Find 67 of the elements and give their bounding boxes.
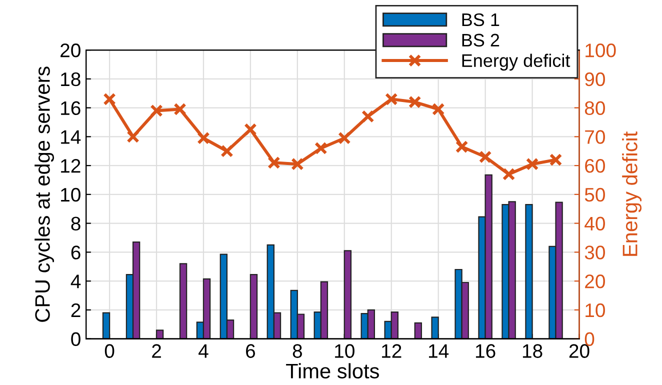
- y2-tick-label: 0: [584, 332, 594, 346]
- x-tick-label: 4: [198, 344, 208, 358]
- point: [455, 140, 468, 154]
- point: [126, 130, 140, 144]
- x-tick-label: 8: [292, 344, 302, 358]
- y2-tick-label: 50: [584, 188, 605, 202]
- point: [197, 132, 210, 145]
- point: [220, 144, 234, 158]
- point: [174, 102, 186, 116]
- y-tick-label: 16: [61, 101, 80, 116]
- y-tick-label: 0: [71, 332, 80, 346]
- bar: [179, 263, 188, 339]
- point: [291, 158, 304, 170]
- x-tick-label: 12: [382, 344, 402, 358]
- bar: [102, 312, 110, 339]
- y2-tick-label: 10: [586, 303, 605, 318]
- x-axis-title: Time slots: [286, 363, 379, 378]
- point: [268, 156, 280, 170]
- x-tick-label: 6: [246, 344, 256, 358]
- point: [361, 110, 374, 123]
- y2-tick-label: 20: [585, 274, 605, 288]
- y-tick-label: 2: [71, 303, 80, 317]
- point: [150, 104, 163, 118]
- point: [103, 92, 116, 106]
- y-tick-label: 20: [60, 44, 80, 58]
- legend-label: Energy deficit: [462, 54, 570, 71]
- y2-tick-label: 90: [585, 72, 605, 86]
- y-axis-title: CPU cycles at edge servers: [34, 66, 54, 322]
- y-tick-label: 18: [61, 72, 80, 86]
- y2-axis-title: Energy deficit: [622, 131, 642, 256]
- bar: [525, 204, 533, 339]
- point: [314, 142, 328, 155]
- y-tick-label: 12: [61, 159, 80, 173]
- x-tick-label: 16: [476, 344, 496, 358]
- point: [549, 153, 562, 166]
- bar: [431, 316, 439, 339]
- y-tick-label: 14: [61, 130, 81, 144]
- y-tick-label: 4: [70, 274, 81, 288]
- point: [502, 168, 516, 181]
- y-tick-label: 10: [61, 188, 80, 202]
- y2-tick-label: 80: [584, 101, 605, 116]
- y2-tick-label: 70: [585, 130, 605, 144]
- bar: [250, 274, 258, 339]
- legend-label: BS 2: [462, 34, 500, 47]
- x-tick-label: 18: [522, 344, 542, 358]
- point: [478, 150, 492, 164]
- point: [384, 92, 398, 106]
- y2-tick-label: 60: [585, 159, 605, 173]
- point: [526, 158, 539, 170]
- point: [432, 102, 445, 116]
- x-tick-label: 10: [335, 344, 354, 358]
- y2-tick-label: 30: [584, 246, 605, 260]
- point: [408, 96, 422, 108]
- y2-tick-label: 100: [586, 44, 616, 58]
- bar: [156, 330, 164, 339]
- bar: [344, 250, 352, 339]
- x-tick-label: 0: [104, 344, 114, 358]
- x-tick-label: 2: [152, 344, 161, 358]
- bar: [414, 322, 422, 339]
- point: [338, 132, 351, 145]
- y2-tick-label: 40: [584, 216, 605, 231]
- legend-label: BS 1: [462, 13, 500, 26]
- y-tick-label: 8: [71, 216, 80, 231]
- y-tick-label: 6: [71, 246, 80, 260]
- point: [244, 123, 257, 136]
- x-tick-label: 20: [569, 344, 590, 358]
- x-tick-label: 14: [429, 344, 449, 358]
